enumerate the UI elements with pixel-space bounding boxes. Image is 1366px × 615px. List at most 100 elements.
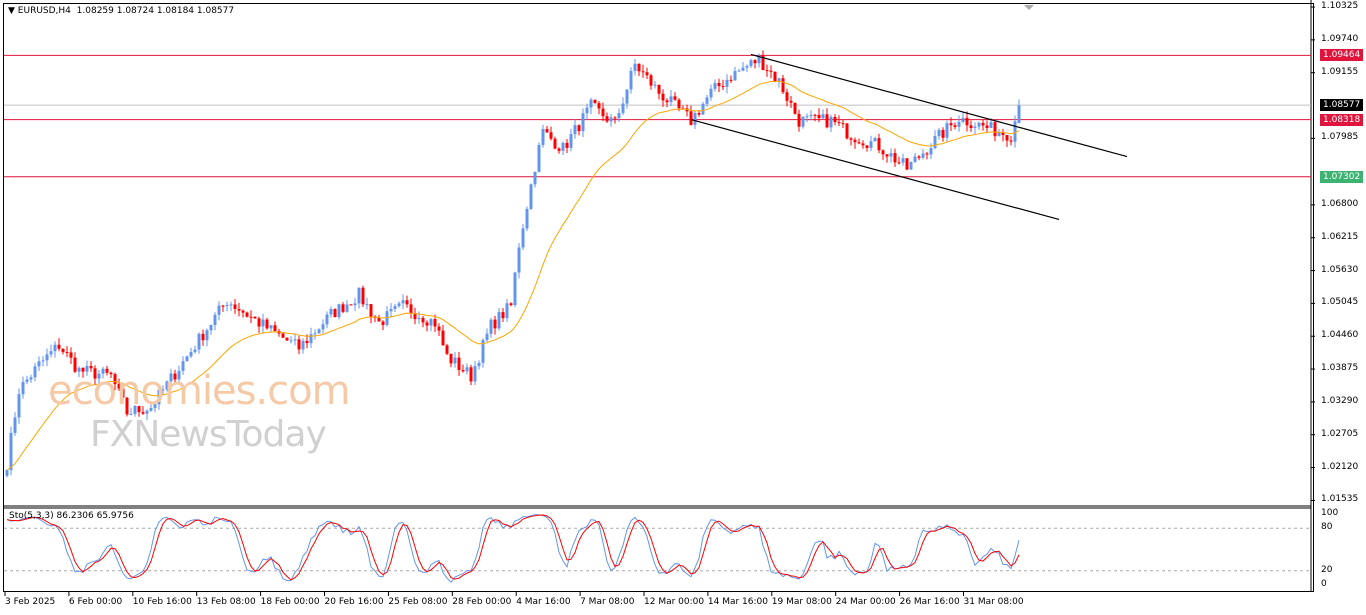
candle-body — [69, 352, 73, 358]
candle-body — [709, 88, 713, 98]
candle-body — [889, 153, 893, 157]
candle-body — [593, 99, 597, 104]
time-tick-label: 6 Feb 00:00 — [68, 597, 123, 607]
candle-body — [109, 372, 113, 375]
candle-body — [569, 134, 573, 148]
candle-body — [13, 417, 17, 433]
candle-body — [361, 287, 365, 305]
time-tick-label: 31 Mar 08:00 — [963, 597, 1024, 607]
candle-body — [613, 117, 617, 119]
candle-body — [589, 99, 593, 108]
candle-body — [325, 314, 329, 325]
candle-body — [293, 339, 297, 341]
candle-body — [25, 379, 29, 382]
price-tick-label: 1.06215 — [1321, 231, 1359, 242]
candle-body — [129, 413, 133, 415]
candle-body — [33, 366, 37, 378]
candle-body — [921, 153, 925, 158]
price-tick-label: 1.02705 — [1321, 428, 1359, 439]
price-tick-label: 1.02120 — [1321, 461, 1359, 472]
candle-body — [729, 79, 733, 81]
price-tick-label: 1.03290 — [1321, 395, 1359, 406]
candle-body — [5, 470, 9, 476]
candle-body — [533, 171, 537, 185]
candle-body — [909, 161, 913, 170]
candle-body — [317, 329, 321, 334]
time-tick-label: 7 Mar 08:00 — [580, 597, 635, 607]
candle-body — [757, 55, 761, 64]
candle-body — [185, 356, 189, 362]
candle-body — [577, 125, 581, 132]
candle-body — [833, 116, 837, 123]
time-tick-label: 10 Feb 16:00 — [132, 597, 192, 607]
candle-body — [449, 353, 453, 364]
candle-body — [905, 158, 909, 170]
candle-body — [945, 123, 949, 138]
candle-body — [545, 129, 549, 133]
candle-body — [285, 337, 289, 341]
candle-body — [85, 365, 89, 372]
candle-body — [673, 96, 677, 100]
candle-body — [93, 368, 97, 379]
candle-body — [433, 319, 437, 327]
candle-body — [893, 153, 897, 163]
candle-body — [917, 156, 921, 158]
candle-body — [853, 139, 857, 143]
candle-body — [1009, 140, 1013, 142]
candle-body — [301, 340, 305, 350]
candle-body — [745, 66, 749, 68]
candle-body — [649, 75, 653, 86]
candle-body — [141, 412, 145, 414]
candle-body — [409, 304, 413, 314]
price-tick-label: 1.10325 — [1321, 1, 1359, 11]
price-tick-label: 1.03875 — [1321, 363, 1359, 374]
candle-body — [725, 79, 729, 87]
candle-body — [937, 129, 941, 137]
time-tick-label: 26 Mar 16:00 — [899, 597, 960, 607]
candle-body — [1005, 135, 1009, 141]
price-level-label: 1.07302 — [1320, 170, 1364, 183]
candle-body — [105, 368, 109, 373]
candle-body — [861, 143, 865, 146]
candle-body — [289, 340, 293, 342]
chart-frame[interactable] — [3, 3, 1314, 592]
candle-body — [965, 117, 969, 126]
candle-body — [253, 316, 257, 319]
candle-body — [481, 339, 485, 363]
candle-body — [377, 317, 381, 322]
candle-body — [949, 123, 953, 126]
candle-body — [181, 361, 185, 371]
candle-body — [525, 208, 529, 229]
candle-body — [9, 432, 13, 471]
candle-body — [341, 304, 345, 312]
stoch-level-label: 100 — [1321, 508, 1339, 518]
candle-body — [157, 389, 161, 405]
candle-body — [17, 394, 21, 418]
candle-body — [313, 333, 317, 335]
candle-body — [249, 316, 253, 318]
candle-body — [565, 142, 569, 148]
candle-body — [269, 325, 273, 329]
candle-body — [245, 312, 249, 317]
candle-body — [117, 384, 121, 389]
candle-body — [261, 319, 265, 327]
candle-body — [21, 381, 25, 395]
price-level-label: 1.08577 — [1320, 99, 1364, 112]
candle-body — [961, 117, 965, 122]
watermark-fxnewstoday: FXNewsToday — [90, 414, 327, 455]
watermark-economies: economies.com — [48, 368, 351, 414]
candle-body — [1013, 121, 1017, 142]
candle-body — [205, 330, 209, 341]
candle-body — [1001, 132, 1005, 136]
ohlc: 1.08259 1.08724 1.08184 1.08577 — [76, 6, 235, 16]
time-tick-label: 20 Feb 16:00 — [324, 597, 384, 607]
candle-body — [49, 351, 53, 355]
candle-body — [429, 319, 433, 326]
candle-body — [985, 125, 989, 128]
candle-body — [865, 145, 869, 149]
candle-body — [169, 373, 173, 382]
candle-body — [173, 373, 177, 380]
candle-body — [57, 344, 61, 349]
candle-body — [661, 93, 665, 101]
